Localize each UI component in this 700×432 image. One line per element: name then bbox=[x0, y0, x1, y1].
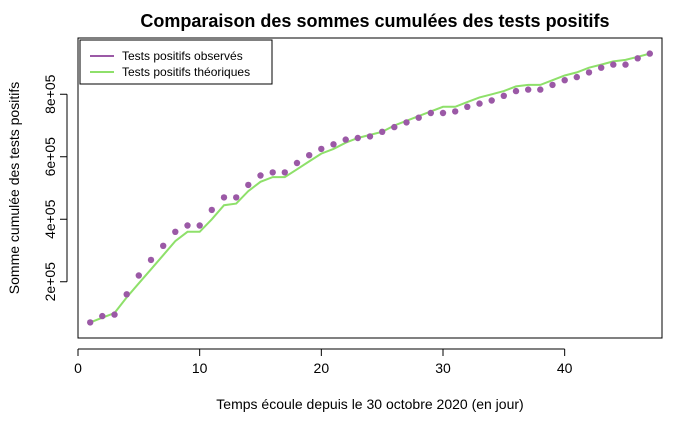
observed-point bbox=[366, 133, 374, 140]
observed-point bbox=[488, 97, 495, 104]
observed-point bbox=[147, 256, 155, 264]
y-tick-label: 4e+05 bbox=[42, 199, 58, 239]
x-tick-label: 0 bbox=[74, 360, 82, 376]
observed-point bbox=[439, 109, 447, 117]
x-axis-label: Temps écoule depuis le 30 octobre 2020 (… bbox=[216, 396, 523, 412]
observed-point bbox=[549, 81, 556, 89]
observed-point bbox=[330, 141, 337, 148]
observed-point bbox=[622, 61, 629, 68]
observed-point bbox=[512, 87, 520, 95]
x-tick-label: 40 bbox=[557, 360, 573, 376]
observed-point bbox=[281, 169, 288, 176]
observed-point bbox=[500, 92, 507, 100]
y-tick-label: 2e+05 bbox=[42, 262, 58, 302]
observed-point bbox=[123, 291, 130, 298]
observed-point bbox=[525, 86, 532, 93]
y-axis: 2e+05 4e+05 6e+05 8e+05 bbox=[42, 74, 68, 302]
observed-point bbox=[293, 159, 301, 167]
y-tick-label: 6e+05 bbox=[42, 137, 58, 177]
observed-point bbox=[452, 108, 459, 115]
observed-point bbox=[172, 228, 179, 235]
theoretical-line bbox=[89, 52, 651, 324]
observed-point bbox=[342, 136, 349, 143]
observed-point bbox=[573, 73, 580, 81]
observed-point bbox=[391, 123, 398, 131]
observed-point bbox=[354, 134, 361, 142]
observed-point bbox=[220, 194, 228, 201]
observed-point bbox=[476, 100, 483, 107]
legend-box bbox=[79, 39, 273, 85]
legend-label-theoretical: Tests positifs théoriques bbox=[122, 65, 250, 79]
observed-point bbox=[561, 77, 568, 84]
plot-box bbox=[77, 37, 663, 339]
observed-point bbox=[257, 172, 264, 179]
observed-point bbox=[99, 312, 106, 320]
observed-point bbox=[464, 103, 471, 111]
observed-point bbox=[318, 145, 325, 153]
observed-point bbox=[160, 242, 167, 249]
observed-point bbox=[87, 319, 94, 326]
observed-point bbox=[269, 169, 276, 176]
observed-point bbox=[208, 206, 215, 214]
legend: Tests positifs observés Tests positifs t… bbox=[79, 39, 273, 85]
observed-point bbox=[111, 311, 118, 318]
series-observed-points bbox=[87, 50, 653, 326]
x-tick-label: 10 bbox=[192, 360, 208, 376]
observed-point bbox=[585, 69, 593, 76]
x-axis: 0 10 20 30 40 bbox=[74, 348, 573, 376]
observed-point bbox=[245, 181, 252, 189]
observed-point bbox=[379, 128, 386, 135]
legend-label-observed: Tests positifs observés bbox=[122, 49, 243, 63]
observed-point bbox=[306, 152, 313, 159]
x-tick-label: 20 bbox=[314, 360, 330, 376]
observed-point bbox=[415, 114, 422, 121]
series-theoretical-line bbox=[89, 52, 651, 324]
observed-point bbox=[537, 86, 544, 93]
observed-point bbox=[634, 55, 641, 62]
chart-title: Comparaison des sommes cumulées des test… bbox=[140, 11, 609, 31]
y-axis-label: Somme cumulée des tests positifs bbox=[6, 82, 22, 294]
observed-point bbox=[598, 64, 605, 71]
x-tick-label: 30 bbox=[435, 360, 451, 376]
observed-point bbox=[427, 109, 434, 117]
observed-point bbox=[403, 119, 410, 126]
observed-point bbox=[233, 194, 240, 201]
observed-point bbox=[196, 222, 203, 229]
observed-point bbox=[646, 50, 653, 57]
y-tick-label: 8e+05 bbox=[42, 74, 58, 114]
observed-point bbox=[610, 61, 617, 68]
observed-point bbox=[135, 272, 142, 279]
observed-point bbox=[184, 222, 191, 229]
